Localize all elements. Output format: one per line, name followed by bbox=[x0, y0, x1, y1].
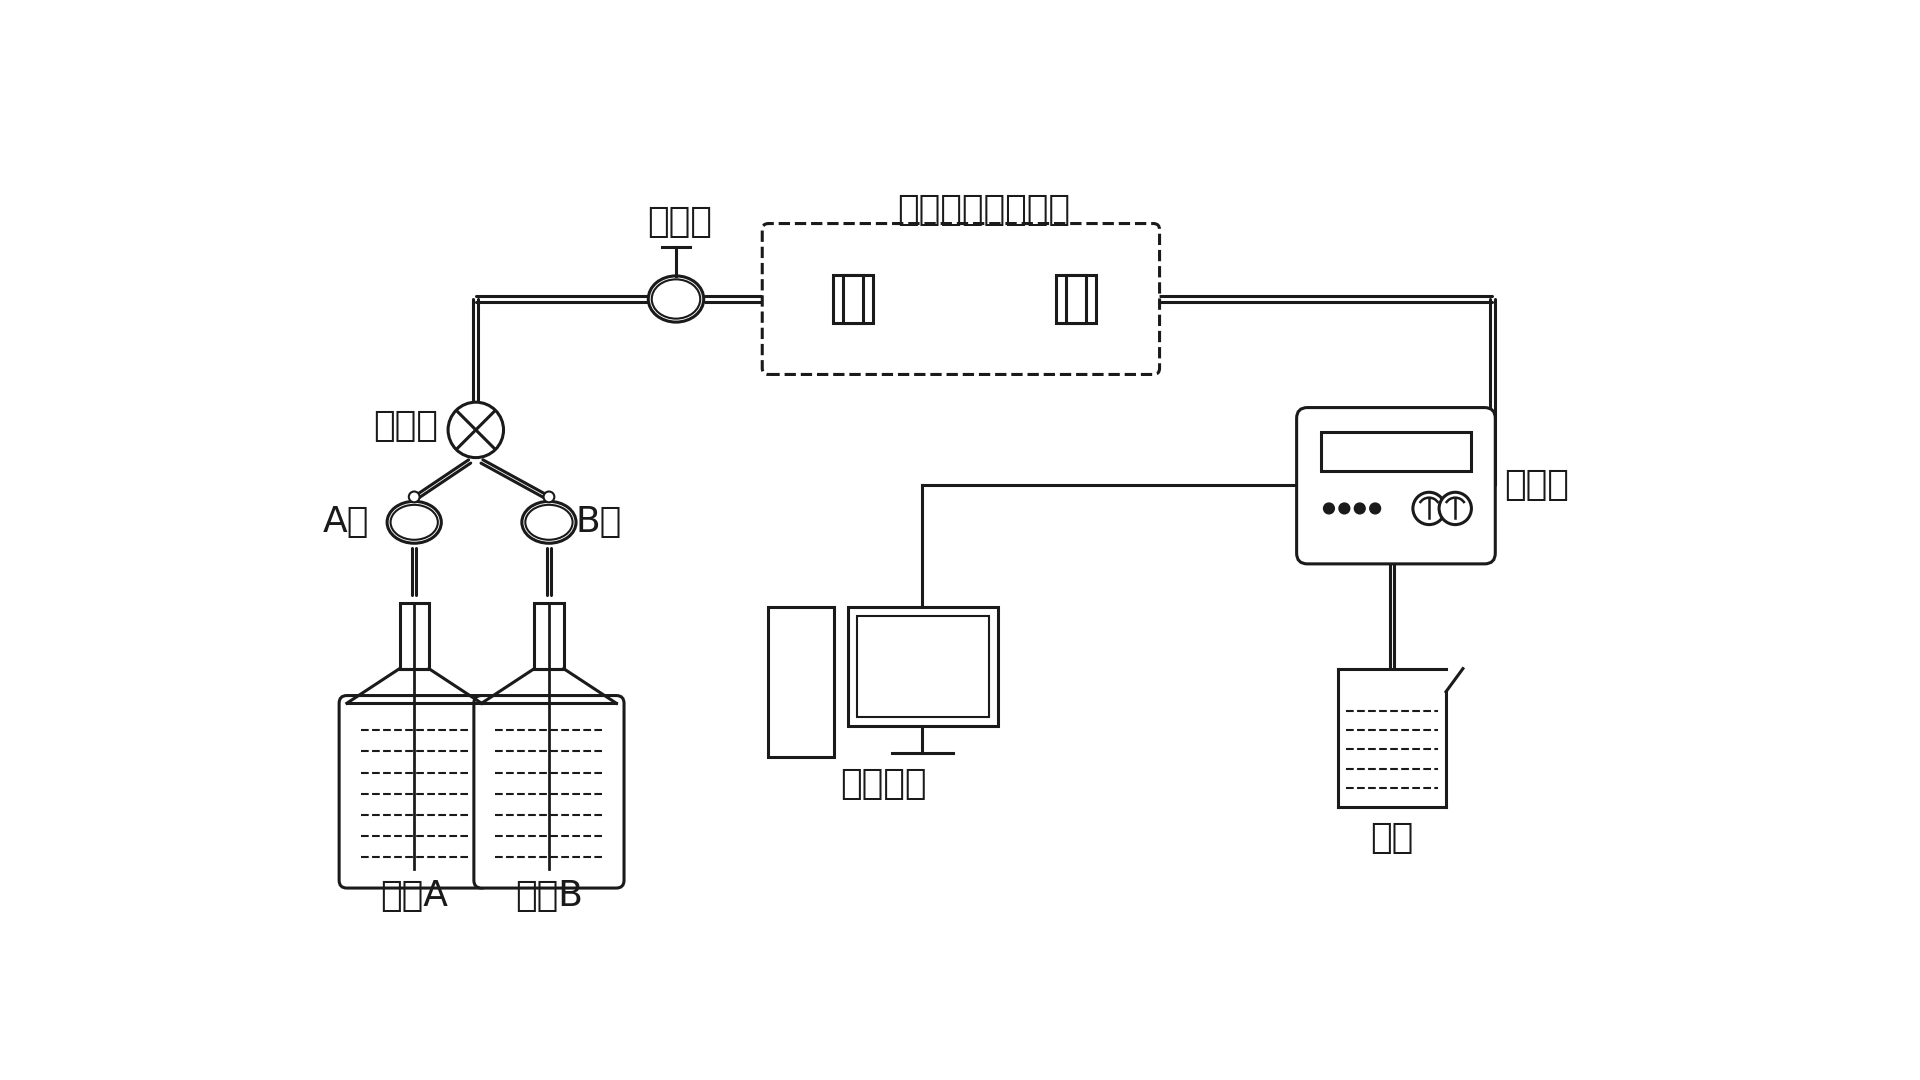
Text: 溶剂A: 溶剂A bbox=[380, 879, 447, 913]
FancyBboxPatch shape bbox=[474, 696, 624, 888]
Ellipse shape bbox=[390, 504, 438, 540]
Text: 废液: 废液 bbox=[1371, 821, 1413, 855]
Text: A泵: A泵 bbox=[323, 505, 369, 539]
Bar bbox=[856, 617, 989, 717]
Ellipse shape bbox=[526, 504, 572, 540]
Circle shape bbox=[447, 402, 503, 458]
FancyBboxPatch shape bbox=[762, 224, 1160, 375]
Ellipse shape bbox=[651, 280, 701, 319]
Text: 溶剂B: 溶剂B bbox=[515, 879, 584, 913]
Circle shape bbox=[543, 491, 555, 502]
Bar bbox=[843, 275, 864, 323]
Circle shape bbox=[1323, 503, 1334, 514]
Bar bbox=[1066, 275, 1087, 323]
Bar bbox=[1321, 432, 1471, 471]
Circle shape bbox=[1440, 492, 1471, 525]
Bar bbox=[534, 603, 564, 669]
Text: 数据处理: 数据处理 bbox=[839, 767, 925, 801]
Text: 进样器: 进样器 bbox=[647, 205, 712, 239]
FancyBboxPatch shape bbox=[1296, 407, 1496, 564]
Ellipse shape bbox=[649, 275, 705, 322]
Bar bbox=[768, 607, 833, 757]
Ellipse shape bbox=[522, 501, 576, 543]
Circle shape bbox=[1338, 503, 1350, 514]
Circle shape bbox=[1413, 492, 1446, 525]
Bar bbox=[849, 607, 998, 727]
FancyBboxPatch shape bbox=[340, 696, 490, 888]
Circle shape bbox=[1354, 503, 1365, 514]
Bar bbox=[399, 603, 428, 669]
Text: B泵: B泵 bbox=[576, 505, 622, 539]
Circle shape bbox=[1369, 503, 1380, 514]
Circle shape bbox=[409, 491, 420, 502]
Text: 检测器: 检测器 bbox=[1503, 469, 1569, 502]
Text: 恒温箱（色谱柱）: 恒温箱（色谱柱） bbox=[897, 193, 1071, 228]
Ellipse shape bbox=[388, 501, 442, 543]
Bar bbox=[833, 275, 874, 323]
Bar bbox=[1056, 275, 1096, 323]
Text: 混合器: 混合器 bbox=[372, 409, 438, 443]
